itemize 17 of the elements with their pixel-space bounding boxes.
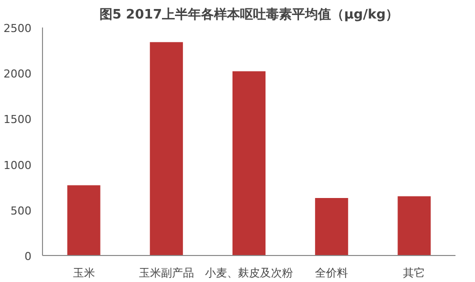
x-tick-label: 全价料 <box>315 266 348 280</box>
y-tick-label: 1500 <box>4 113 32 126</box>
bar <box>315 198 348 256</box>
y-tick-label: 2000 <box>4 68 32 81</box>
bar <box>67 185 100 256</box>
y-tick-label: 500 <box>10 204 32 218</box>
x-tick-label: 其它 <box>403 266 426 280</box>
x-tick-label: 玉米 <box>72 266 95 280</box>
y-tick-label: 0 <box>24 250 32 263</box>
bar <box>398 196 431 256</box>
chart-title: 图5 2017上半年各样本呕吐毒素平均值（μg/kg） <box>99 6 399 22</box>
x-tick-label: 小麦、麸皮及次粉 <box>205 266 293 280</box>
x-tick-label: 玉米副产品 <box>138 266 194 280</box>
y-tick-label: 1000 <box>4 158 32 172</box>
bar <box>232 71 266 256</box>
y-tick-label: 2500 <box>4 22 32 35</box>
bar <box>150 42 183 256</box>
